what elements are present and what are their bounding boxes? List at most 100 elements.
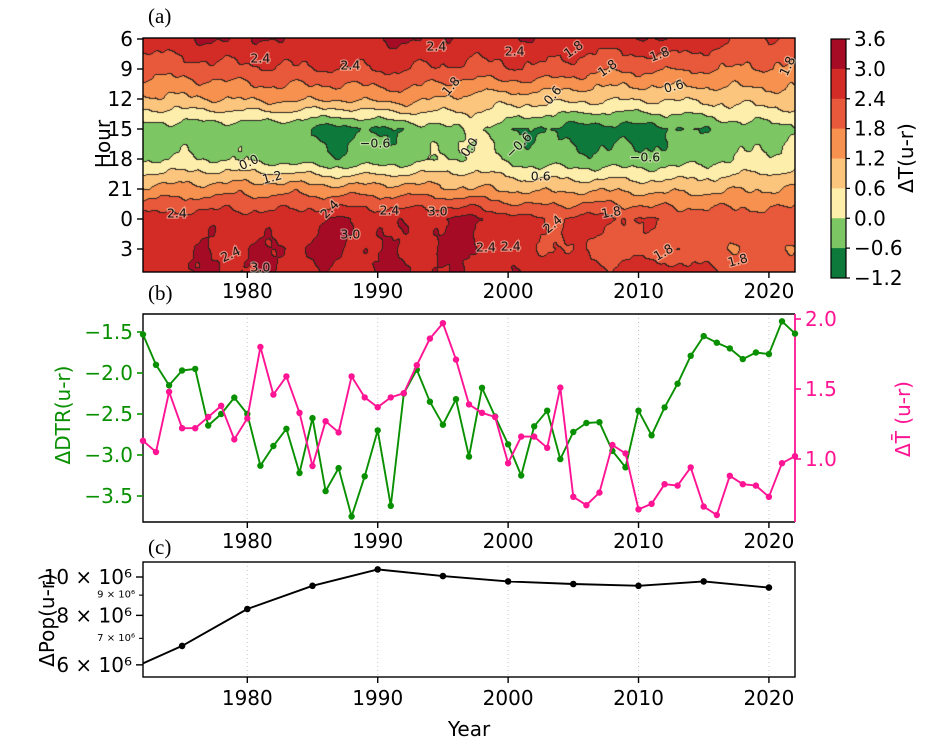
pop-data-point bbox=[700, 578, 707, 585]
colorbar-axis-label: ΔT(u-r) bbox=[894, 123, 918, 193]
data-point bbox=[791, 330, 799, 337]
data-point bbox=[387, 394, 394, 401]
pop-series-line bbox=[142, 568, 769, 665]
data-point bbox=[152, 448, 160, 456]
year-axis-label: Year bbox=[447, 717, 491, 741]
contour-label: 1.8 bbox=[647, 44, 671, 65]
colorbar-tick-label: 0.0 bbox=[854, 206, 886, 230]
panel-b-spines bbox=[142, 313, 795, 523]
data-point bbox=[687, 464, 694, 471]
data-point bbox=[465, 453, 473, 460]
colorbar-segment bbox=[831, 188, 846, 219]
panel-a-xtick-label: 2020 bbox=[743, 279, 794, 303]
data-point bbox=[726, 472, 733, 479]
colorbar-tick-label: 0.6 bbox=[854, 176, 886, 200]
data-point bbox=[504, 460, 512, 467]
data-point bbox=[478, 384, 486, 391]
data-point bbox=[165, 388, 173, 395]
contour-label: 1.8 bbox=[595, 56, 620, 80]
data-point bbox=[622, 450, 629, 457]
pop-axis-label: ΔPop(u-r) bbox=[35, 573, 59, 667]
data-point bbox=[752, 349, 760, 356]
data-point bbox=[570, 428, 577, 436]
data-point bbox=[270, 391, 277, 398]
data-point bbox=[218, 402, 225, 409]
data-point bbox=[348, 513, 355, 520]
panel-b-left-tick-label: −3.0 bbox=[84, 443, 133, 467]
panel-b-letter: (b) bbox=[148, 281, 173, 305]
contour-label: 0.6 bbox=[531, 169, 551, 184]
data-point bbox=[726, 345, 733, 352]
contour-label: 3.0 bbox=[428, 204, 448, 219]
panel-c-xtick-label: 2010 bbox=[613, 686, 664, 710]
data-point bbox=[452, 356, 460, 363]
panel-c-ytick-minor-label: 7 × 10⁶ bbox=[97, 633, 135, 644]
contour-label: −0.6 bbox=[630, 150, 660, 165]
data-point bbox=[765, 350, 773, 358]
contour-label: −0.6 bbox=[360, 136, 390, 151]
panel-b-xtick-label: 2010 bbox=[613, 529, 664, 553]
pop-data-point bbox=[309, 582, 316, 590]
data-point bbox=[478, 409, 486, 416]
data-point bbox=[322, 487, 329, 495]
contour-label: 2.4 bbox=[380, 203, 400, 218]
pop-data-point bbox=[765, 584, 773, 591]
panel-b-left-tick-label: −1.5 bbox=[84, 320, 133, 344]
panel-a-ytick-label: 3 bbox=[120, 237, 133, 261]
panel-c-xtick-label: 1990 bbox=[352, 686, 403, 710]
panel-b-xtick-label: 2020 bbox=[743, 529, 794, 553]
data-point bbox=[544, 407, 551, 414]
panel-b-xtick-label: 2000 bbox=[483, 529, 534, 553]
contour-label: 1.2 bbox=[261, 167, 284, 187]
data-point bbox=[531, 433, 538, 440]
contour-label: 3.0 bbox=[250, 260, 270, 275]
panel-a-ytick-label: 6 bbox=[120, 27, 133, 51]
panel-c-xtick-label: 2020 bbox=[743, 686, 794, 710]
panel-b-left-tick-label: −3.5 bbox=[84, 484, 133, 508]
data-point bbox=[596, 419, 603, 426]
panel-c-ytick-major-label: 6 × 10⁶ bbox=[56, 653, 132, 677]
panel-a-xtick-label: 2000 bbox=[483, 279, 534, 303]
panel-a-xtick-label: 1980 bbox=[222, 279, 273, 303]
data-point bbox=[465, 401, 473, 408]
panel-b-right-tick-label: 1.0 bbox=[805, 447, 837, 471]
colorbar-tick-label: −0.6 bbox=[854, 236, 903, 260]
data-point bbox=[661, 404, 668, 411]
data-point bbox=[765, 493, 773, 500]
hour-axis-label: Hour bbox=[91, 119, 115, 169]
pop-data-point bbox=[439, 572, 447, 580]
data-point bbox=[674, 482, 681, 489]
panel-c-ytick-major-label: 8 × 10⁶ bbox=[56, 603, 132, 627]
panel-a-ytick-label: 9 bbox=[120, 57, 133, 81]
data-point bbox=[205, 413, 212, 421]
data-point bbox=[791, 453, 799, 460]
colorbar-tick-label: 1.8 bbox=[854, 117, 886, 141]
colorbar-segment bbox=[831, 158, 846, 189]
colorbar-segment bbox=[831, 218, 846, 249]
data-point bbox=[270, 442, 277, 450]
data-point bbox=[648, 500, 655, 507]
data-point bbox=[231, 436, 238, 443]
data-point bbox=[139, 331, 147, 338]
data-point bbox=[296, 469, 303, 477]
data-point bbox=[648, 432, 655, 439]
contour-label: 0.0 bbox=[236, 151, 260, 173]
data-point bbox=[661, 481, 668, 488]
data-point bbox=[374, 404, 381, 411]
contour-label: 2.4 bbox=[167, 206, 187, 221]
data-point bbox=[778, 460, 786, 467]
data-point bbox=[518, 472, 525, 479]
contour-label: 0.6 bbox=[540, 83, 564, 108]
data-point bbox=[192, 365, 199, 373]
panel-a-ytick-label: 15 bbox=[108, 117, 133, 141]
panel-a-ytick-label: 0 bbox=[120, 207, 133, 231]
pop-data-point bbox=[178, 642, 186, 650]
data-point bbox=[583, 502, 590, 509]
contour-label: 2.4 bbox=[317, 197, 342, 222]
contour-plot-panel-a bbox=[143, 38, 795, 272]
data-point bbox=[609, 441, 616, 449]
data-point bbox=[309, 414, 316, 422]
data-point bbox=[296, 409, 303, 416]
panel-c-xtick-label: 2000 bbox=[483, 686, 534, 710]
